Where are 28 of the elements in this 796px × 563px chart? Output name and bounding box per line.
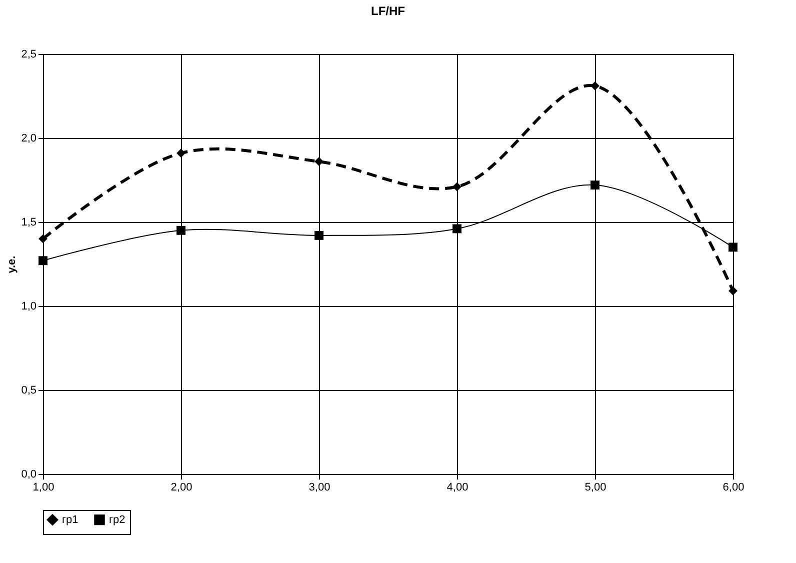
legend-label: гр1 — [62, 514, 78, 526]
x-tick-label: 2,00 — [170, 482, 192, 494]
point — [176, 148, 186, 158]
point — [314, 230, 324, 240]
point — [728, 286, 738, 296]
y-tick-label: 0,5 — [21, 384, 36, 396]
x-tick-label: 1,00 — [32, 482, 54, 494]
x-tick-label: 4,00 — [446, 482, 468, 494]
legend-label: гр2 — [109, 514, 126, 526]
x-tick-label: 6,00 — [722, 482, 744, 494]
y-tick-label: 1,5 — [21, 216, 36, 228]
point — [314, 157, 324, 166]
y-tick-label: 1,0 — [21, 300, 36, 312]
point — [452, 224, 462, 234]
point — [590, 81, 600, 90]
x-tick-label: 5,00 — [584, 482, 606, 494]
y-axis-title: у.е. — [6, 256, 18, 274]
x-tick-label: 3,00 — [308, 482, 330, 494]
y-tick-label: 0,0 — [21, 468, 36, 480]
y-tick-label: 2,0 — [21, 132, 36, 144]
point — [728, 242, 738, 252]
y-tick-label: 2,5 — [21, 48, 36, 60]
point — [38, 256, 48, 266]
point — [176, 226, 186, 235]
point — [590, 180, 600, 190]
point — [452, 182, 462, 192]
chart-title: LF/HF — [371, 4, 405, 18]
point — [38, 234, 48, 244]
